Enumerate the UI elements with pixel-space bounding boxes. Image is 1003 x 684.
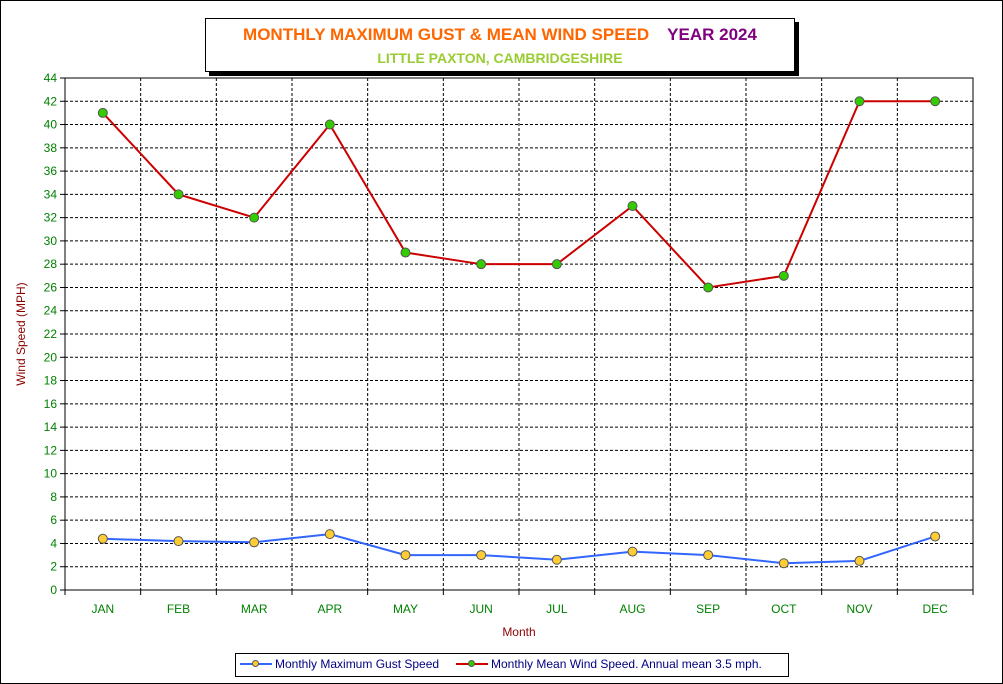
y-tick-label: 12 xyxy=(44,443,58,457)
y-tick-label: 30 xyxy=(44,234,58,248)
legend-item-mean: Monthly Mean Wind Speed. Annual mean 3.5… xyxy=(456,657,762,671)
x-tick-label: NOV xyxy=(846,602,872,616)
x-tick-label: MAR xyxy=(241,602,268,616)
y-tick-label: 16 xyxy=(44,397,58,411)
y-tick-label: 44 xyxy=(44,71,58,85)
series xyxy=(97,96,941,569)
x-tick-label: SEP xyxy=(696,602,720,616)
data-point-1 xyxy=(627,201,638,211)
y-tick-label: 32 xyxy=(44,211,58,225)
y-tick-label: 18 xyxy=(44,374,58,388)
data-point-0 xyxy=(476,550,487,561)
y-tick-label: 8 xyxy=(50,490,57,504)
plot-area-border xyxy=(64,77,974,591)
y-tick-label: 42 xyxy=(44,94,58,108)
data-point-1 xyxy=(173,189,184,200)
series-line-0 xyxy=(102,533,936,565)
data-point-1 xyxy=(324,119,335,130)
data-point-0 xyxy=(778,558,789,569)
legend-swatch-gust xyxy=(240,658,272,670)
data-point-0 xyxy=(703,550,714,561)
data-point-0 xyxy=(854,555,865,566)
y-tick-label: 10 xyxy=(44,467,58,481)
y-tick-label: 14 xyxy=(44,420,58,434)
x-axis-title: Month xyxy=(502,625,535,639)
data-point-0 xyxy=(627,546,638,557)
chart-title-main: MONTHLY MAXIMUM GUST & MEAN WIND SPEED xyxy=(243,25,650,44)
chart-title-box: MONTHLY MAXIMUM GUST & MEAN WIND SPEED YE… xyxy=(205,18,795,72)
y-tick-label: 22 xyxy=(44,327,58,341)
x-tick-label: APR xyxy=(317,602,342,616)
legend-label-gust: Monthly Maximum Gust Speed xyxy=(275,657,440,671)
chart-subtitle: LITTLE PAXTON, CAMBRIDGESHIRE xyxy=(377,50,623,66)
data-point-1 xyxy=(703,282,714,293)
data-point-1 xyxy=(551,259,562,270)
chart-title-year: YEAR 2024 xyxy=(667,25,757,44)
y-tick-label: 24 xyxy=(44,304,58,318)
legend-item-gust: Monthly Maximum Gust Speed xyxy=(240,657,439,671)
axes: 0246810121416182022242628303234363840424… xyxy=(44,71,974,616)
y-tick-label: 0 xyxy=(50,583,57,597)
chart-title: MONTHLY MAXIMUM GUST & MEAN WIND SPEED YE… xyxy=(206,25,794,45)
data-point-0 xyxy=(249,537,260,548)
data-point-1 xyxy=(778,270,789,281)
data-point-0 xyxy=(324,529,335,540)
data-point-0 xyxy=(930,531,941,542)
data-point-1 xyxy=(476,259,487,270)
y-tick-label: 2 xyxy=(50,560,57,574)
y-tick-label: 28 xyxy=(44,257,58,271)
y-tick-label: 4 xyxy=(50,536,57,550)
y-tick-label: 40 xyxy=(44,118,58,132)
data-point-1 xyxy=(930,96,941,107)
data-point-1 xyxy=(854,96,865,107)
y-tick-label: 6 xyxy=(50,513,57,527)
y-tick-label: 36 xyxy=(44,164,58,178)
data-point-0 xyxy=(551,554,562,565)
legend-label-mean: Monthly Mean Wind Speed. Annual mean 3.5… xyxy=(491,657,762,671)
x-tick-label: MAY xyxy=(393,602,418,616)
y-tick-label: 34 xyxy=(44,187,58,201)
x-tick-label: FEB xyxy=(167,602,190,616)
x-tick-label: AUG xyxy=(619,602,645,616)
data-point-1 xyxy=(97,107,108,118)
data-point-1 xyxy=(249,212,260,223)
x-tick-label: DEC xyxy=(922,602,948,616)
series-line-1 xyxy=(102,100,936,289)
x-tick-label: JUL xyxy=(546,602,568,616)
y-tick-label: 20 xyxy=(44,350,58,364)
data-point-1 xyxy=(400,247,411,258)
x-tick-label: OCT xyxy=(771,602,797,616)
data-point-0 xyxy=(97,533,108,544)
data-point-0 xyxy=(173,536,184,547)
y-axis-title: Wind Speed (MPH) xyxy=(14,282,28,385)
x-tick-label: JAN xyxy=(91,602,114,616)
x-tick-label: JUN xyxy=(469,602,492,616)
grid xyxy=(65,77,973,590)
y-tick-label: 38 xyxy=(44,141,58,155)
legend-swatch-mean xyxy=(456,658,488,670)
legend: Monthly Maximum Gust Speed Monthly Mean … xyxy=(235,653,789,677)
data-point-0 xyxy=(400,550,411,561)
y-tick-label: 26 xyxy=(44,280,58,294)
